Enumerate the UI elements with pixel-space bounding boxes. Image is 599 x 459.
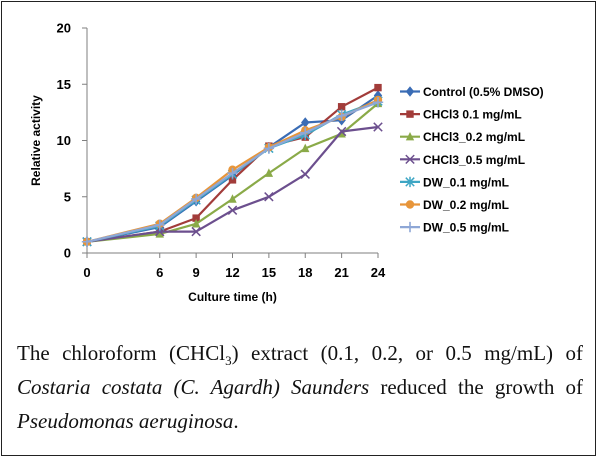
legend-marker bbox=[405, 154, 415, 165]
data-point bbox=[228, 194, 237, 203]
legend-item: DW_0.1 mg/mL bbox=[400, 175, 509, 189]
y-tick-label: 15 bbox=[57, 77, 71, 92]
legend-label: DW_0.2 mg/mL bbox=[423, 198, 509, 212]
legend-item: CHCl3_0.5 mg/mL bbox=[400, 153, 525, 167]
x-tick-label: 18 bbox=[298, 265, 312, 280]
data-point bbox=[191, 226, 201, 237]
legend-item: DW_0.2 mg/mL bbox=[400, 198, 509, 212]
legend-marker bbox=[405, 132, 415, 141]
series-line bbox=[86, 86, 379, 243]
y-axis-title: Relative activity bbox=[29, 95, 43, 186]
x-tick-label: 24 bbox=[371, 265, 386, 280]
figure-caption: The chloroform (CHCl3) extract (0.1, 0.2… bbox=[17, 336, 583, 438]
legend-label: Control (0.5% DMSO) bbox=[423, 85, 544, 99]
caption-text-2: ) extract (0.1, 0.2, or 0.5 mg/mL) of bbox=[231, 341, 584, 365]
x-tick-label: 12 bbox=[225, 265, 239, 280]
chart-axes: 0 5 10 15 20 0 6 9 12 15 18 21 24 bbox=[57, 21, 386, 281]
legend-item: CHCl3_0.2 mg/mL bbox=[400, 130, 525, 144]
legend-label: DW_0.1 mg/mL bbox=[423, 175, 509, 189]
legend-marker bbox=[406, 110, 414, 118]
series-2 bbox=[83, 83, 382, 246]
data-point bbox=[301, 143, 310, 153]
data-point bbox=[154, 219, 165, 231]
legend-label: DW_0.5 mg/mL bbox=[423, 221, 509, 235]
chart-legend: Control (0.5% DMSO) CHCl3 0.1 mg/mL CHCl3_… bbox=[400, 85, 544, 235]
legend-marker bbox=[405, 86, 415, 97]
x-tick-label: 6 bbox=[156, 265, 163, 280]
legend-item: CHCl3 0.1 mg/mL bbox=[400, 108, 522, 122]
data-point bbox=[336, 110, 347, 121]
legend-label: CHCl3_0.2 mg/mL bbox=[423, 130, 525, 144]
data-point bbox=[372, 97, 384, 108]
y-tick-label: 10 bbox=[57, 133, 71, 148]
y-tick-label: 20 bbox=[57, 21, 71, 36]
caption-text-4: . bbox=[233, 409, 239, 433]
legend-marker bbox=[405, 176, 415, 188]
data-point bbox=[264, 192, 274, 202]
data-point bbox=[81, 236, 93, 247]
y-tick-label: 5 bbox=[64, 189, 71, 204]
data-point bbox=[264, 168, 274, 177]
legend-item: Control (0.5% DMSO) bbox=[400, 85, 544, 99]
series-7 bbox=[81, 97, 384, 247]
data-point bbox=[373, 122, 383, 132]
data-point bbox=[336, 126, 347, 137]
caption-text-1: The chloroform (CHCl bbox=[17, 341, 226, 365]
series-4 bbox=[82, 122, 383, 247]
legend-marker bbox=[404, 221, 416, 233]
legend-label: CHCl3_0.5 mg/mL bbox=[423, 153, 525, 167]
y-tick-label: 0 bbox=[64, 246, 71, 261]
series-line bbox=[86, 125, 379, 243]
series-line bbox=[86, 101, 379, 243]
data-point bbox=[374, 83, 382, 92]
x-axis-title: Culture time (h) bbox=[188, 290, 277, 304]
x-tick-label: 15 bbox=[262, 265, 276, 280]
legend-item: DW_0.5 mg/mL bbox=[400, 221, 509, 235]
caption-species-name: Costaria costata (C. Agardh) Saunders bbox=[17, 375, 370, 399]
x-tick-label: 0 bbox=[83, 265, 90, 280]
data-point bbox=[263, 143, 275, 154]
legend-label: CHCl3 0.1 mg/mL bbox=[423, 108, 522, 122]
data-point bbox=[192, 214, 200, 222]
data-point bbox=[300, 127, 311, 138]
data-point bbox=[191, 219, 201, 228]
data-point bbox=[227, 205, 238, 215]
data-point bbox=[300, 169, 310, 179]
data-point bbox=[155, 229, 164, 238]
x-tick-label: 9 bbox=[193, 265, 200, 280]
caption-text-3: reduced the growth of bbox=[369, 375, 583, 399]
chart-series bbox=[81, 83, 384, 247]
data-point bbox=[301, 117, 310, 128]
data-point bbox=[228, 176, 237, 184]
data-point bbox=[190, 193, 202, 205]
x-tick-label: 21 bbox=[334, 265, 348, 280]
caption-subscript: 3 bbox=[225, 353, 232, 369]
legend-marker bbox=[405, 200, 415, 209]
data-point bbox=[227, 167, 238, 179]
data-point bbox=[337, 103, 346, 111]
caption-bacterium-name: Pseudomonas aeruginosa bbox=[17, 409, 234, 433]
